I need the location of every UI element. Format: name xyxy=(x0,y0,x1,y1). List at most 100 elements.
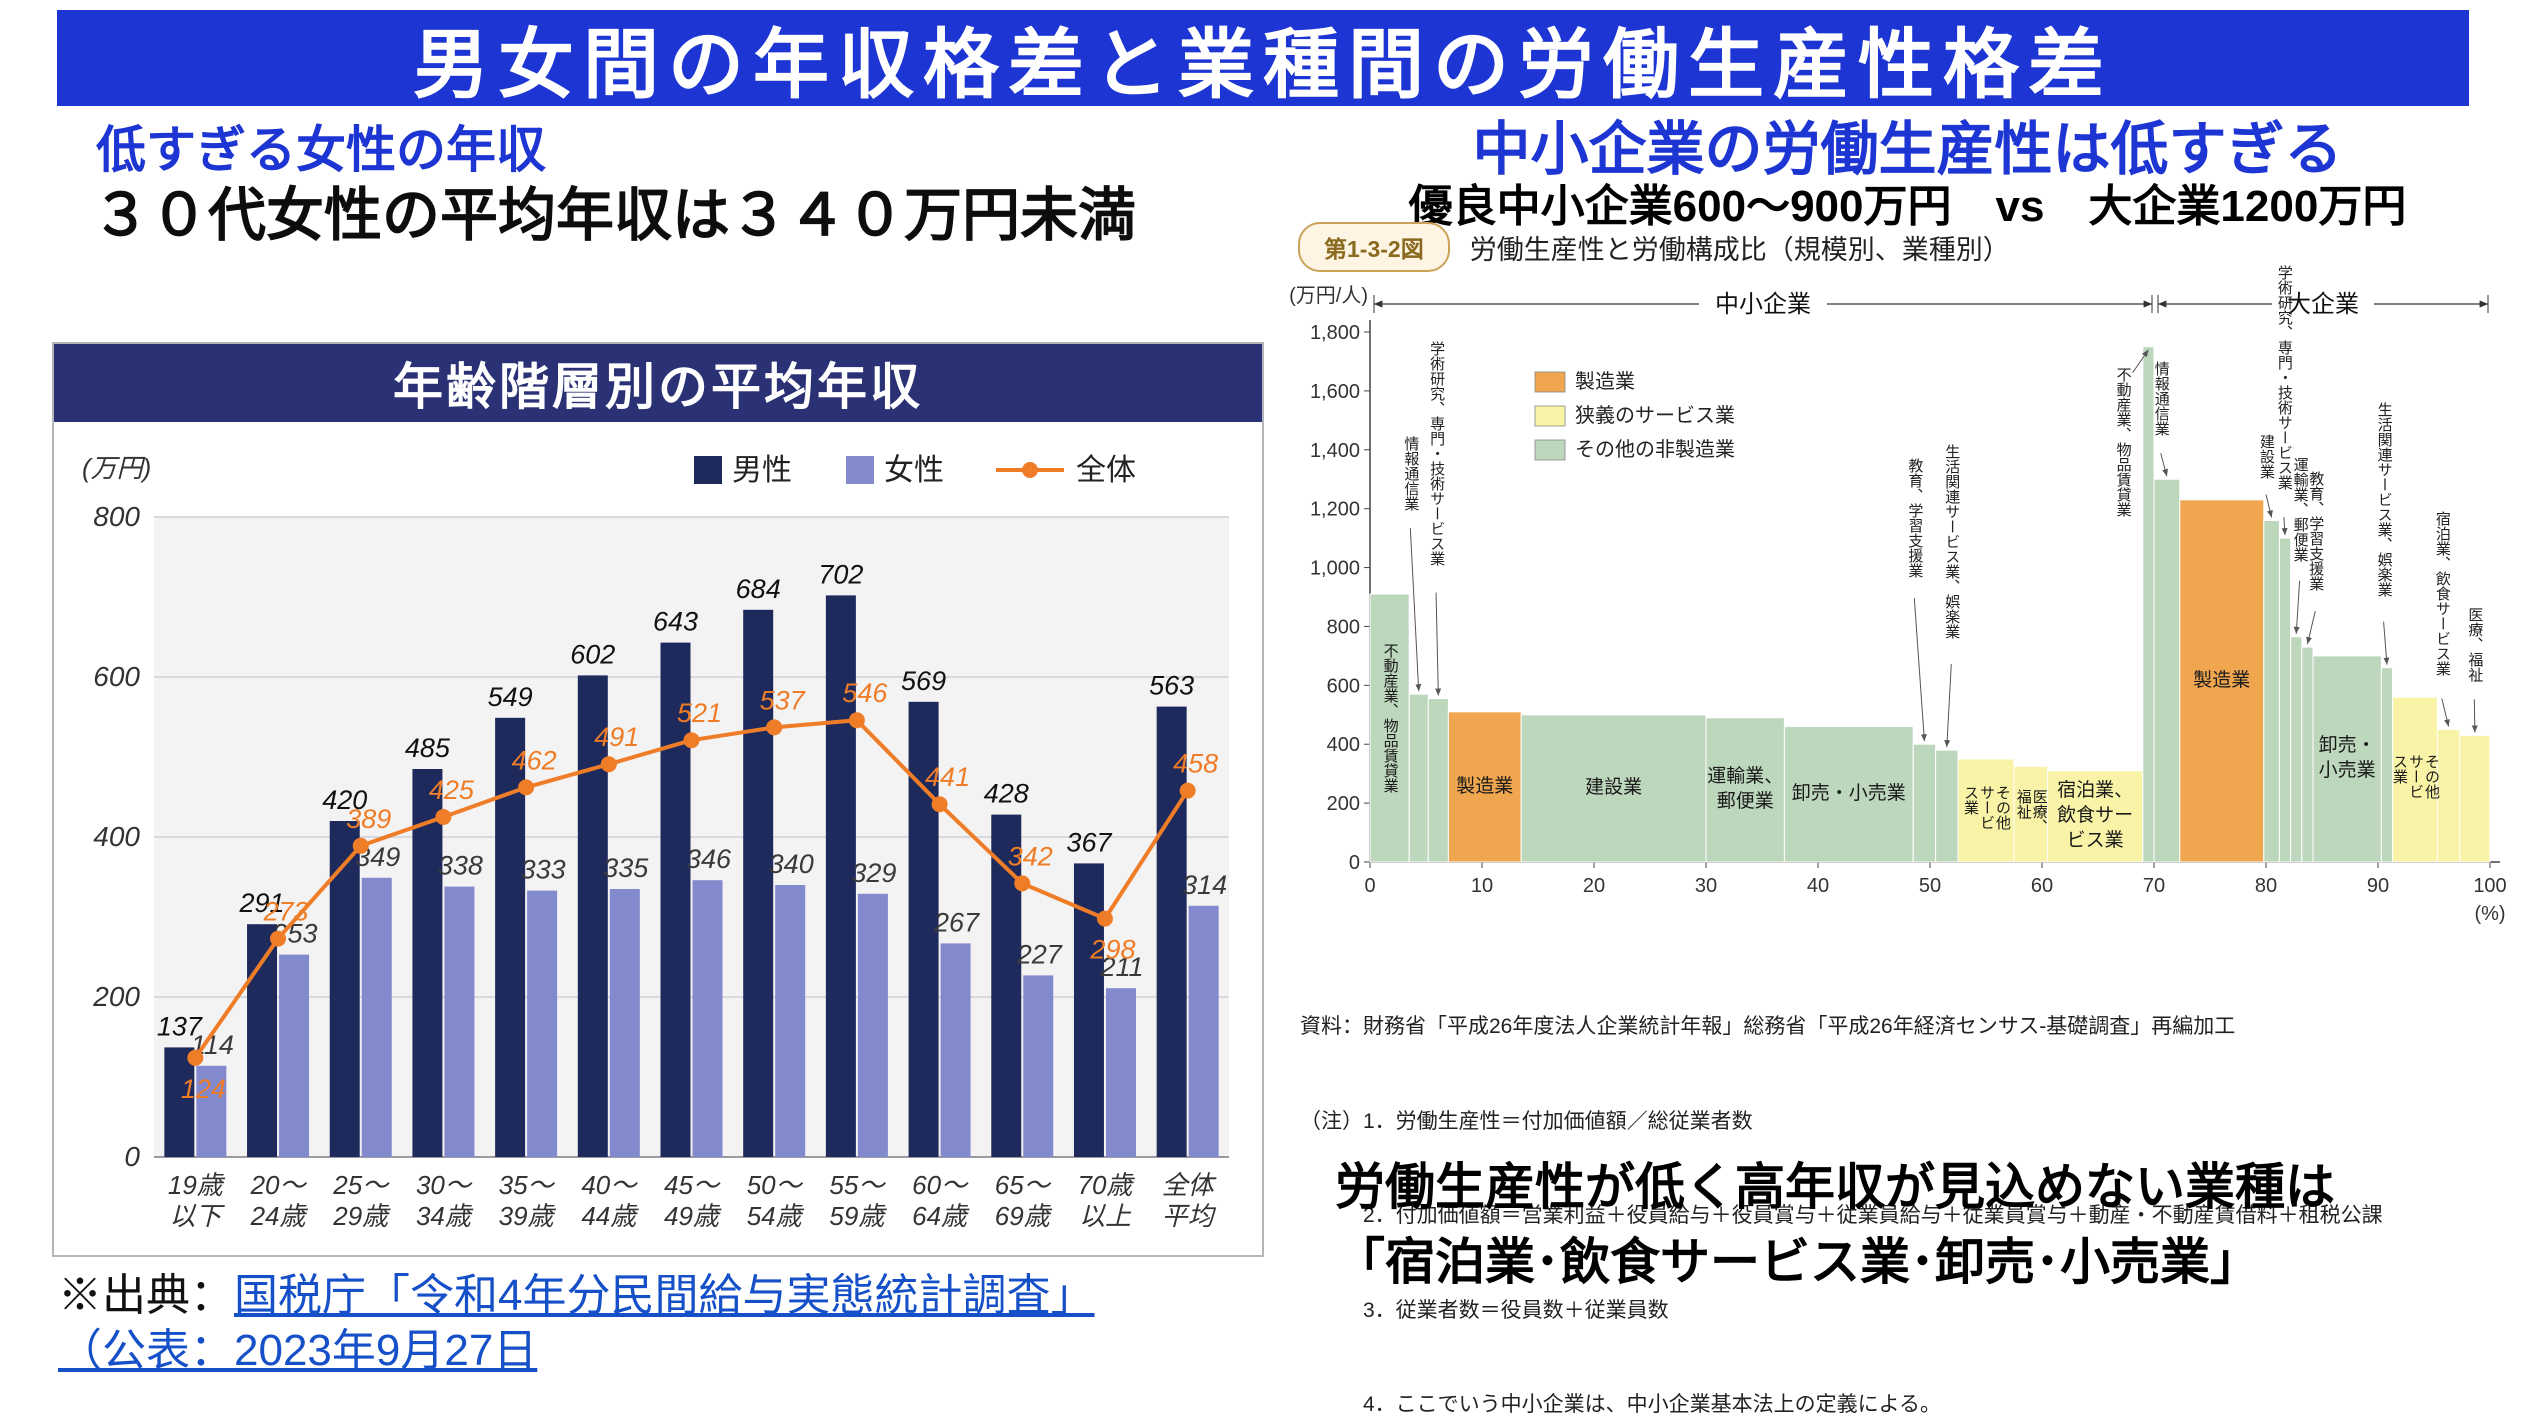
legend-label: その他の非製造業 xyxy=(1575,438,1735,461)
total-value-label: 298 xyxy=(1089,935,1135,965)
industry-bar xyxy=(2380,667,2394,863)
y-tick-label: 1,400 xyxy=(1310,440,1360,462)
bar-women xyxy=(279,954,310,1157)
pointer-arrow xyxy=(1409,528,1422,692)
total-value-label: 389 xyxy=(346,804,391,834)
total-value-label: 462 xyxy=(512,745,557,775)
x-category-label: 60～ 64歳 xyxy=(912,1170,970,1231)
bar-women xyxy=(692,880,723,1157)
source-link-2[interactable]: （公表：2023年9月27日 xyxy=(58,1326,538,1375)
pointer-arrow xyxy=(1944,664,1952,748)
bar-women xyxy=(527,890,558,1157)
x-category-label: 25～ 29歳 xyxy=(332,1170,391,1231)
pointer-arrow xyxy=(2293,580,2301,634)
productivity-chart-svg: 0 200 400 600 800 1,000 1,200 1,400 1,600 1,800 0 1… xyxy=(1290,284,2507,925)
source-line-1: ※出典：国税庁「令和4年分民間給与実態統計調査」 xyxy=(58,1268,1094,1323)
conclusion-text: 労働生産性が低く高年収が見込めない業種は 「宿泊業･飲食サービス業･卸売･小売業… xyxy=(1335,1150,2335,1300)
men-value-label: 643 xyxy=(653,607,698,637)
industry-bar xyxy=(1369,593,1410,863)
x-tick-label: 20 xyxy=(1583,875,1605,897)
bar-women xyxy=(1023,975,1054,1157)
total-value-label: 491 xyxy=(594,722,639,752)
chart-note-line: 2．付加価値額＝営業利益＋役員給与＋役員賞与＋従業員給与＋従業員賞与＋動産・不動… xyxy=(1300,1204,2383,1227)
x-axis-unit: (%) xyxy=(2474,903,2505,925)
total-value-label: 273 xyxy=(263,897,309,927)
bar-women xyxy=(444,886,475,1157)
total-point xyxy=(931,796,948,813)
women-value-label: 211 xyxy=(1099,952,1143,982)
total-value-label: 521 xyxy=(677,698,722,728)
conclusion-line-2: 「宿泊業･飲食サービス業･卸売･小売業」 xyxy=(1335,1234,2260,1290)
men-value-label: 602 xyxy=(570,639,615,669)
conclusion-line-1: 労働生産性が低く高年収が見込めない業種は xyxy=(1335,1159,2335,1215)
pointer-arrow xyxy=(2160,453,2168,477)
bar-women xyxy=(940,943,971,1157)
pointer-arrow xyxy=(2265,494,2273,518)
y-axis-unit: (万円) xyxy=(82,453,151,483)
x-category-label: 30～ 34歳 xyxy=(416,1170,474,1231)
right-heading-black: 優良中小企業600～900万円 vs 大企業1200万円 xyxy=(1408,182,2407,231)
x-tick-label: 30 xyxy=(1695,875,1717,897)
bar-women xyxy=(196,1065,227,1157)
legend-label-men: 男性 xyxy=(732,454,792,487)
industry-bar xyxy=(1705,717,1785,863)
total-value-label: 458 xyxy=(1173,749,1218,779)
x-tick-label: 60 xyxy=(2031,875,2053,897)
total-point xyxy=(352,837,369,854)
bar-men xyxy=(1156,706,1187,1157)
y-tick-label: 1,600 xyxy=(1310,381,1360,403)
total-value-label: 124 xyxy=(181,1074,226,1104)
legend-swatch-women xyxy=(846,456,874,484)
left-heading-blue: 低すぎる女性の年収 xyxy=(96,122,546,178)
industry-bar xyxy=(2142,346,2155,863)
legend-label: 製造業 xyxy=(1575,370,1635,393)
chart-note-line: 3．従業者数＝役員数＋従業員数 xyxy=(1300,1298,1669,1322)
legend-swatch xyxy=(1534,405,1566,427)
total-point xyxy=(683,732,700,749)
bar-men xyxy=(164,1047,195,1157)
legend-label: 狭義のサービス業 xyxy=(1575,404,1735,427)
women-value-label: 333 xyxy=(521,855,566,885)
total-value-label: 425 xyxy=(429,775,475,805)
chart-note-line: 資料：財務省「平成26年度法人企業統計年報」総務省「平成26年経済センサス-基礎… xyxy=(1300,1015,2236,1038)
x-tick-label: 10 xyxy=(1471,875,1493,897)
bar-men xyxy=(991,814,1022,1157)
industry-bar xyxy=(1783,726,1914,863)
x-category-label: 40～ 44歳 xyxy=(581,1170,639,1231)
x-category-label: 65～ 69歳 xyxy=(995,1170,1053,1231)
women-value-label: 314 xyxy=(1182,870,1227,900)
bar-men xyxy=(743,609,774,1157)
industry-bar xyxy=(2459,734,2491,863)
figure-title: 労働生産性と労働構成比（規模別、業種別） xyxy=(1469,234,2010,265)
pointer-arrow xyxy=(2441,698,2450,727)
salary-chart-title: 年齢階層別の平均年収 xyxy=(54,344,1262,422)
legend-swatch-men xyxy=(694,456,722,484)
source-line-2: （公表：2023年9月27日 xyxy=(58,1323,1094,1378)
men-value-label: 137 xyxy=(157,1011,203,1041)
industry-bar xyxy=(2290,636,2303,863)
bar-men xyxy=(577,675,608,1157)
salary-chart-panel: 年齢階層別の平均年収 0 200 400 600 800 (万円) 男性 女性 全体 137 114… xyxy=(52,342,1264,1257)
industry-bar xyxy=(1520,714,1707,863)
x-category-label: 55～ 59歳 xyxy=(829,1170,887,1231)
source-link[interactable]: 国税庁「令和4年分民間給与実態統計調査」 xyxy=(234,1271,1095,1320)
industry-bar xyxy=(2312,655,2382,863)
x-tick-label: 70 xyxy=(2143,875,2165,897)
total-point xyxy=(435,809,452,825)
women-value-label: 346 xyxy=(686,844,732,874)
x-category-label: 50～ 54歳 xyxy=(747,1170,805,1231)
legend-label-total: 全体 xyxy=(1076,454,1136,487)
region-label: 大企業 xyxy=(2287,291,2359,318)
total-point xyxy=(848,712,865,729)
source-note: ※出典：国税庁「令和4年分民間給与実態統計調査」 （公表：2023年9月27日 xyxy=(58,1268,1094,1378)
men-value-label: 485 xyxy=(405,733,451,763)
total-point xyxy=(600,756,617,773)
x-category-label: 全体平均 xyxy=(1162,1170,1217,1231)
industry-bar xyxy=(2436,729,2461,863)
legend-swatch xyxy=(1534,371,1566,393)
x-tick-label: 0 xyxy=(1364,875,1375,897)
x-category-label: 35～ 39歳 xyxy=(499,1170,557,1231)
men-value-label: 569 xyxy=(901,666,946,696)
y-tick-label: 200 xyxy=(92,981,140,1012)
